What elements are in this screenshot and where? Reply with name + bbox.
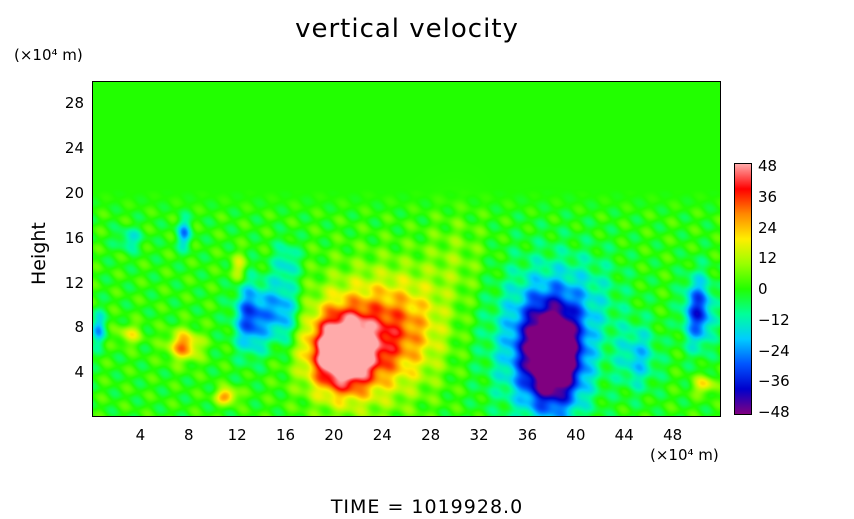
y-tick-label: 8	[74, 318, 84, 337]
colorbar-tick-label: 24	[758, 218, 778, 237]
x-tick-label: 4	[135, 426, 146, 444]
x-tick-label: 40	[566, 426, 586, 444]
y-tick-label: 28	[64, 94, 84, 113]
colorbar-tick-label: 36	[758, 187, 778, 206]
x-tick-label: 48	[663, 426, 683, 444]
y-axis-label: Height	[28, 222, 50, 285]
chart-title: vertical velocity	[295, 14, 519, 44]
y-tick-label: 12	[64, 273, 84, 292]
y-tick-label: 20	[64, 184, 84, 202]
colorbar-tick-label: −48	[758, 403, 790, 421]
x-tick-label: 36	[517, 426, 537, 444]
time-footer: TIME = 1019928.0	[330, 496, 524, 518]
colorbar-tick-label: −24	[758, 341, 790, 360]
velocity-field	[93, 82, 720, 416]
x-tick-label: 24	[372, 426, 392, 444]
colorbar-tick-label: 12	[758, 249, 778, 268]
colorbar-tick-label: −12	[758, 310, 790, 329]
x-tick-label: 16	[275, 426, 296, 444]
x-tick-label: 12	[227, 426, 247, 444]
colorbar-tick-label: 48	[758, 157, 778, 175]
y-tick-label: 24	[64, 139, 84, 158]
y-tick-label: 4	[74, 363, 84, 382]
x-tick-label: 32	[469, 426, 489, 444]
x-tick-label: 8	[183, 426, 194, 444]
colorbar	[734, 163, 752, 415]
plot-area	[92, 81, 721, 417]
x-axis-unit: (×10⁴ m)	[650, 446, 719, 464]
y-axis-unit: (×10⁴ m)	[14, 46, 83, 64]
x-tick-label: 28	[421, 426, 441, 444]
x-tick-label: 20	[324, 426, 344, 444]
colorbar-tick-label: 0	[758, 280, 768, 298]
colorbar-tick-label: −36	[758, 372, 790, 391]
y-tick-label: 16	[64, 228, 84, 247]
x-tick-label: 44	[614, 426, 634, 444]
